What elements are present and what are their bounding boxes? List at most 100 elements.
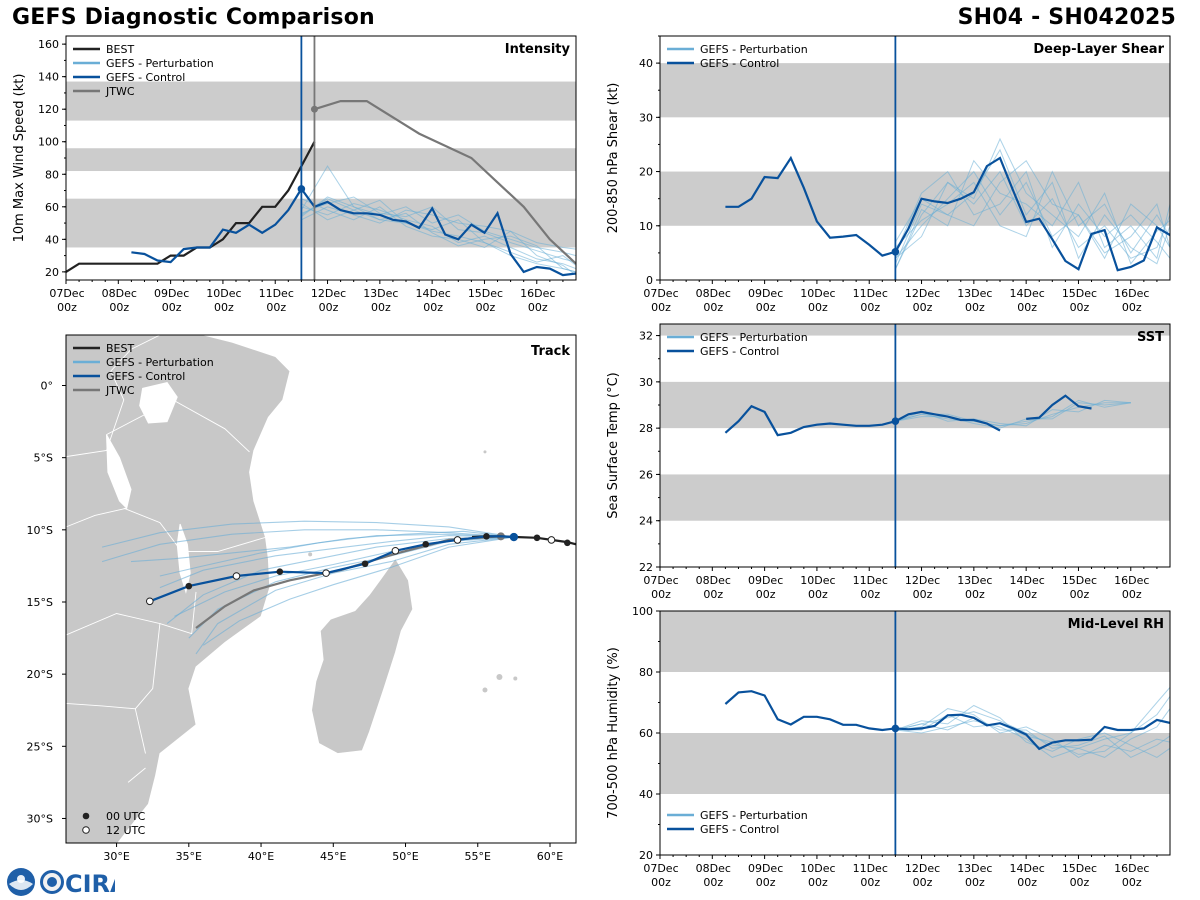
intensity-legend-label: BEST (106, 43, 134, 56)
sst-xtick-date: 16Dec (1114, 574, 1149, 587)
shear-xtick-date: 14Dec (1010, 287, 1045, 300)
rh-xtick-hour: 00z (860, 876, 880, 889)
intensity-xtick-hour: 00z (371, 301, 391, 314)
track-best-marker-00utc (533, 534, 541, 542)
sst-ytick-label: 22 (639, 561, 653, 574)
country-border-7 (159, 591, 197, 635)
island-3 (483, 450, 487, 454)
rh-ytick-label: 60 (639, 727, 653, 740)
rh-xtick-date: 11Dec (853, 862, 888, 875)
track-perturbation-2 (166, 536, 514, 625)
track-perturbation-5 (159, 535, 514, 589)
sst-band-0 (660, 474, 1170, 521)
sst-perturbation-2 (895, 399, 1131, 427)
intensity-xtick-date: 07Dec (49, 287, 84, 300)
sst-band-2 (660, 324, 1170, 336)
intensity-xtick-hour: 00z (528, 301, 548, 314)
rh-band-1 (660, 611, 1170, 672)
track-xtick-label: 60°E (537, 850, 563, 863)
track-legend-marker-00utc (82, 812, 90, 820)
shear-perturbation-5 (894, 159, 1170, 270)
rh-xtick-hour: 00z (1017, 876, 1037, 889)
shear-xtick-date: 10Dec (800, 287, 835, 300)
shear-legend-label: GEFS - Control (700, 57, 779, 70)
rh-plot-area (660, 611, 1170, 855)
sst-xtick-hour: 00z (965, 588, 985, 601)
shear-xtick-date: 16Dec (1114, 287, 1149, 300)
sst-legend-label: GEFS - Control (700, 345, 779, 358)
rh-xtick-date: 08Dec (696, 862, 731, 875)
shear-ytick-label: 20 (639, 166, 653, 179)
track-title: Track (531, 344, 570, 359)
intensity-xtick-hour: 00z (57, 301, 77, 314)
shear-xtick-date: 15Dec (1062, 287, 1097, 300)
island-0 (496, 674, 503, 681)
panel-track: 30°E 35°E 40°E 45°E 50°E 55°E 60°E 0° 5°S 10°S 15°… (27, 334, 577, 863)
track-map-area (66, 335, 576, 843)
shear-xtick-hour: 00z (756, 301, 776, 314)
shear-ytick-label: 30 (639, 111, 653, 124)
intensity-xtick-hour: 00z (109, 301, 129, 314)
shear-xtick-hour: 00z (965, 301, 985, 314)
rh-control-line (724, 690, 1170, 751)
intensity-title: Intensity (505, 42, 571, 57)
intensity-ytick-label: 100 (38, 136, 59, 149)
track-perturbation-1 (101, 529, 514, 563)
shear-perturbation-0 (894, 170, 1170, 270)
intensity-ylabel: 10m Max Wind Speed (kt) (12, 74, 27, 243)
shear-xtick-date: 09Dec (748, 287, 783, 300)
island-4 (308, 552, 313, 557)
panel-shear: 01020304007Dec00z08Dec00z09Dec00z10Dec00… (606, 35, 1171, 314)
shear-xtick-hour: 00z (1017, 301, 1037, 314)
cira-logo: CIRA (7, 868, 115, 898)
rh-xtick-hour: 00z (1122, 876, 1142, 889)
intensity-xtick-hour: 00z (162, 301, 182, 314)
shear-control-line (725, 155, 1170, 272)
intensity-band-1 (66, 148, 576, 172)
track-control-marker-12utc (232, 572, 241, 580)
panel-intensity: 2040608010012014016007Dec00z08Dec00z09De… (12, 35, 577, 314)
intensity-xtick-date: 15Dec (468, 287, 503, 300)
rh-ytick-label: 80 (639, 666, 653, 679)
sst-xtick-hour: 00z (860, 588, 880, 601)
shear-ytick-label: 0 (646, 274, 653, 287)
shear-perturbation-3 (894, 170, 1170, 259)
sst-title: SST (1137, 330, 1164, 345)
intensity-xtick-hour: 00z (214, 301, 234, 314)
sst-xtick-hour: 00z (756, 588, 776, 601)
africa-landmass (66, 335, 291, 843)
shear-xtick-date: 08Dec (696, 287, 731, 300)
shear-frame (659, 35, 1171, 281)
intensity-perturbation-4 (301, 198, 576, 276)
shear-perturbation-7 (894, 159, 1170, 260)
track-ytick-label: 0° (41, 380, 54, 393)
intensity-ytick-label: 120 (38, 103, 59, 116)
rh-xtick-date: 16Dec (1114, 862, 1149, 875)
track-ytick-label: 5°S (34, 452, 53, 465)
track-legend-label: BEST (106, 342, 134, 355)
track-perturbation-0 (101, 520, 514, 548)
intensity-xtick-hour: 00z (423, 301, 443, 314)
sst-xtick-date: 13Dec (957, 574, 992, 587)
intensity-xtick-date: 16Dec (520, 287, 555, 300)
sst-xtick-hour: 00z (1070, 588, 1090, 601)
intensity-legend-label: GEFS - Control (106, 71, 185, 84)
sst-init-marker (891, 417, 900, 426)
country-border-5 (66, 703, 146, 754)
track-current-position (509, 532, 519, 542)
rh-xtick-date: 07Dec (643, 862, 678, 875)
sst-plot-area (660, 324, 1170, 567)
rh-xtick-date: 13Dec (957, 862, 992, 875)
sst-control-segment-1 (1026, 394, 1092, 420)
figure-title: GEFS Diagnostic Comparison (12, 5, 375, 30)
sst-xtick-date: 11Dec (853, 574, 888, 587)
sst-ytick-label: 30 (639, 376, 653, 389)
sst-xtick-date: 12Dec (905, 574, 940, 587)
intensity-legend-label: JTWC (105, 85, 135, 98)
rh-title: Mid-Level RH (1068, 617, 1164, 632)
intensity-xtick-date: 14Dec (416, 287, 451, 300)
sst-ylabel: Sea Surface Temp (°C) (606, 372, 621, 519)
intensity-ytick-label: 140 (38, 71, 59, 84)
sst-xtick-hour: 00z (703, 588, 723, 601)
